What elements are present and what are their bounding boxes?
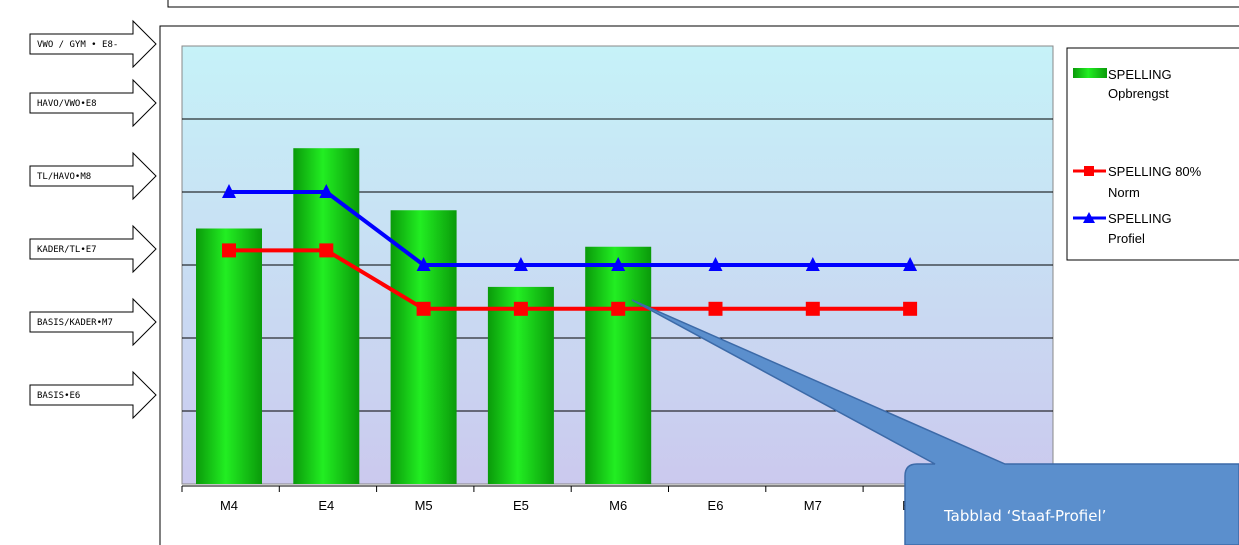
level-label: TL/HAVO•M8	[37, 172, 91, 182]
point-M6	[611, 301, 626, 316]
bar-M5	[390, 210, 457, 484]
point-M5	[416, 257, 431, 271]
level-arrow	[29, 19, 157, 69]
point-E7	[903, 301, 918, 316]
legend: SPELLING Opbrengst SPELLING 80% Norm SPE…	[1066, 47, 1239, 261]
point-E6	[708, 301, 723, 316]
legend-profiel-marker	[1083, 212, 1095, 223]
legend-profiel-label-2: Profiel	[1108, 231, 1145, 246]
level-arrow	[29, 224, 157, 274]
level-arrow	[29, 297, 157, 347]
point-M4	[222, 243, 236, 258]
legend-bar-label-2: Opbrengst	[1108, 86, 1169, 101]
point-E6	[708, 257, 723, 271]
bar-E5	[487, 286, 554, 484]
series-line	[229, 190, 911, 267]
legend-profiel-label-1: SPELLING	[1108, 211, 1172, 226]
legend-bar-swatch	[1073, 68, 1107, 78]
level-label: VWO / GYM • E8-	[37, 40, 118, 50]
line-series	[222, 184, 918, 316]
point-M7	[805, 301, 820, 316]
callout: Tabblad ‘Staaf-Profiel’	[631, 299, 1239, 545]
level-label: KADER/TL•E7	[37, 245, 97, 255]
point-E4	[319, 184, 334, 198]
level-label: BASIS•E6	[37, 391, 80, 401]
point-E7	[903, 257, 918, 271]
level-label: HAVO/VWO•E8	[37, 99, 97, 109]
point-E4	[319, 243, 334, 258]
legend-norm-label-1: SPELLING 80%	[1108, 164, 1202, 179]
level-arrow	[29, 78, 157, 128]
chart-frame	[159, 25, 1239, 545]
callout-text: Tabblad ‘Staaf-Profiel’	[943, 507, 1106, 525]
bar-M4	[196, 228, 262, 484]
point-M6	[611, 257, 626, 271]
x-tick-label: M7	[804, 498, 822, 513]
x-tick-label: M6	[609, 498, 627, 513]
x-tick-label: E5	[513, 498, 529, 513]
top-frame	[167, 0, 1239, 8]
legend-bar-label-1: SPELLING	[1108, 67, 1172, 82]
series-line	[229, 248, 911, 311]
x-tick-label: E4	[318, 498, 334, 513]
level-label: BASIS/KADER•M7	[37, 318, 113, 328]
level-labels: BASIS•E6 BASIS/KADER•M7 KADER/TL•E7 TL/HAVO…	[29, 19, 157, 420]
legend-norm-label-2: Norm	[1108, 185, 1140, 200]
x-tick-label: M4	[220, 498, 238, 513]
bar-M6	[585, 246, 652, 484]
legend-box	[1066, 47, 1239, 261]
point-M7	[805, 257, 820, 271]
point-E5	[513, 301, 528, 316]
bar-E4	[293, 148, 360, 484]
callout-bubble	[631, 299, 1239, 545]
bar-series	[196, 148, 652, 484]
point-M4	[222, 184, 236, 198]
level-arrow	[29, 151, 157, 201]
x-tick-label: M5	[415, 498, 433, 513]
x-tick-label: E6	[708, 498, 724, 513]
legend-norm-marker	[1084, 166, 1094, 176]
point-M5	[416, 301, 431, 316]
level-arrow	[29, 370, 157, 420]
point-E5	[513, 257, 528, 271]
